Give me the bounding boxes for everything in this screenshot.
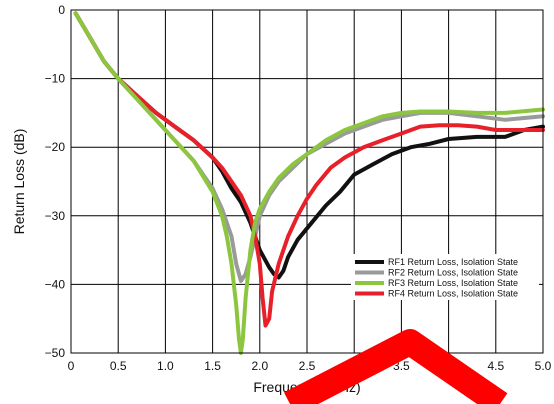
- series-lines: [73, 11, 545, 355]
- legend-label: RF4 Return Loss, Isolation State: [388, 289, 518, 299]
- x-tick-label: 2.5: [299, 359, 316, 373]
- series-line-rf4: [73, 11, 545, 328]
- x-tick-label: 1.5: [204, 359, 221, 373]
- plot-frame: [70, 9, 544, 354]
- y-tick-label: −40: [45, 277, 66, 291]
- x-tick-label: 2.0: [251, 359, 268, 373]
- y-tick-label: 0: [58, 3, 65, 17]
- y-tick-label: −30: [45, 209, 66, 223]
- y-axis-label: Return Loss (dB): [11, 129, 27, 235]
- x-tick-label: 0: [68, 359, 75, 373]
- x-tick-label: 1.0: [157, 359, 174, 373]
- legend-label: RF2 Return Loss, Isolation State: [388, 268, 518, 278]
- x-tick-label: 5.0: [535, 359, 552, 373]
- red-chevron-overlay: [284, 329, 508, 404]
- y-tick-label: −20: [45, 140, 66, 154]
- y-tick-label: −10: [45, 72, 66, 86]
- x-tick-label: 4.5: [487, 359, 504, 373]
- y-tick-label: −50: [45, 346, 66, 360]
- legend-label: RF3 Return Loss, Isolation State: [388, 278, 518, 288]
- legend-label: RF1 Return Loss, Isolation State: [388, 257, 518, 267]
- series-line-rf3: [73, 11, 545, 355]
- x-tick-label: 0.5: [110, 359, 127, 373]
